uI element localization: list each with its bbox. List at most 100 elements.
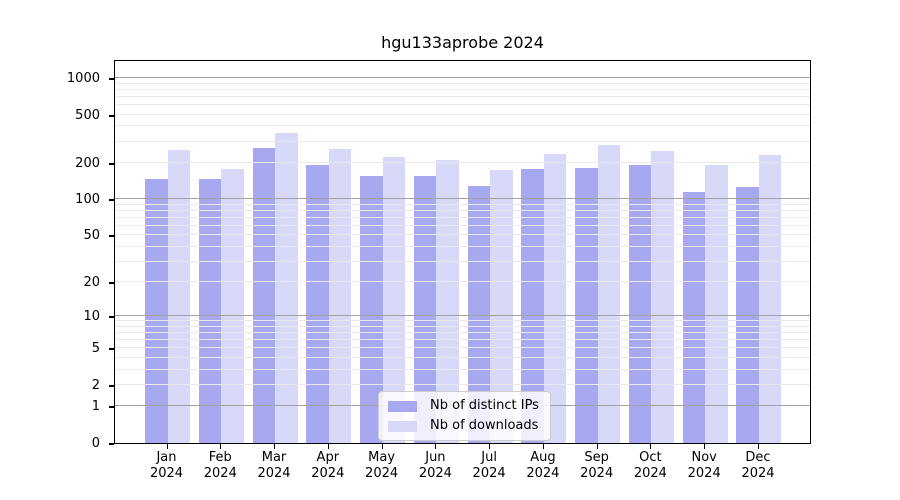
y-tick-0 — [109, 443, 114, 445]
gridline-minor-70 — [115, 216, 810, 218]
legend-swatch-distinct-ips — [388, 400, 417, 412]
bar-downloads-oct — [651, 151, 674, 443]
gridline-minor-4 — [115, 357, 810, 358]
x-tick-label-jun: Jun 2024 — [418, 450, 452, 482]
x-tick-feb — [220, 444, 222, 449]
y-tick-5 — [109, 348, 114, 351]
x-tick-label-may: May 2024 — [365, 450, 399, 482]
bar-downloads-aug — [543, 153, 567, 443]
bar-downloads-dec — [758, 155, 782, 443]
y-tick-1000 — [109, 78, 114, 80]
grid-layer — [115, 61, 810, 443]
gridline-minor-8 — [115, 325, 810, 327]
bar-downloads-jun — [436, 160, 459, 443]
x-tick-jul — [489, 444, 491, 449]
x-tick-may — [381, 444, 383, 449]
x-tick-label-sep: Sep 2024 — [580, 450, 614, 482]
x-tick-aug — [542, 444, 544, 449]
gridline-minor-40 — [115, 245, 810, 247]
gridline-minor-9 — [115, 320, 810, 322]
legend: Nb of distinct IPs Nb of downloads — [378, 391, 551, 441]
bar-downloads-jul — [490, 170, 513, 443]
y-tick-1 — [109, 406, 114, 409]
bar-ips-jan — [145, 178, 168, 443]
x-tick-mar — [274, 444, 275, 449]
x-tick-label-nov: Nov 2024 — [687, 450, 721, 482]
x-tick-label-feb: Feb 2024 — [203, 450, 237, 482]
gridline-major-10 — [115, 315, 810, 317]
gridline-minor-30 — [115, 260, 810, 262]
y-tick-label-50: 50 — [83, 228, 100, 244]
y-tick-label-0: 0 — [91, 436, 100, 451]
gridline-minor-3 — [115, 368, 810, 370]
y-tick-label-5: 5 — [91, 341, 100, 357]
gridline-minor-800 — [115, 88, 810, 90]
y-tick-label-20: 20 — [83, 275, 100, 291]
gridline-major-1000 — [115, 77, 810, 78]
gridline-minor-80 — [115, 209, 810, 211]
bar-ips-jun — [413, 176, 437, 443]
y-tick-label-1000: 1000 — [66, 71, 100, 86]
y-tick-500 — [109, 114, 114, 117]
bar-ips-nov — [682, 191, 706, 443]
gridline-minor-20 — [115, 281, 810, 283]
bar-downloads-sep — [597, 144, 621, 443]
y-tick-label-500: 500 — [75, 107, 100, 123]
y-tick-label-2: 2 — [91, 378, 100, 393]
y-tick-label-1: 1 — [91, 399, 100, 415]
gridline-minor-60 — [115, 224, 810, 226]
x-tick-label-jul: Jul 2024 — [472, 450, 506, 482]
x-tick-nov — [704, 444, 706, 449]
gridline-minor-300 — [115, 140, 810, 142]
gridline-minor-90 — [115, 203, 810, 205]
y-tick-200 — [109, 162, 114, 165]
bar-ips-aug — [521, 168, 544, 443]
y-tick-50 — [109, 235, 114, 238]
x-tick-label-oct: Oct 2024 — [633, 450, 667, 482]
x-tick-oct — [650, 444, 652, 449]
bar-ips-jul — [467, 185, 491, 443]
gridline-minor-200 — [115, 161, 810, 163]
plot-area: Nb of distinct IPs Nb of downloads — [114, 60, 811, 444]
x-tick-label-mar: Mar 2024 — [257, 450, 291, 482]
bar-ips-sep — [575, 168, 598, 443]
legend-swatch-downloads — [388, 420, 417, 432]
gridline-minor-2 — [115, 384, 810, 385]
gridline-minor-900 — [115, 82, 810, 84]
gridline-minor-400 — [115, 125, 810, 127]
y-tick-20 — [109, 282, 114, 285]
bar-ips-feb — [198, 178, 222, 443]
x-tick-label-dec: Dec 2024 — [741, 450, 775, 482]
bar-ips-dec — [736, 187, 759, 443]
y-tick-label-10: 10 — [83, 309, 100, 325]
x-tick-jan — [166, 444, 168, 449]
bar-downloads-may — [382, 157, 406, 443]
x-tick-label-apr: Apr 2024 — [311, 450, 345, 482]
x-tick-dec — [758, 444, 759, 449]
chart-title: hgu133aprobe 2024 — [381, 33, 544, 52]
gridline-minor-7 — [115, 332, 810, 334]
y-tick-10 — [109, 316, 114, 319]
bar-ips-may — [360, 175, 383, 443]
x-tick-label-jan: Jan 2024 — [149, 450, 184, 482]
gridline-minor-500 — [115, 113, 810, 115]
gridline-minor-600 — [115, 103, 810, 105]
legend-item-downloads: Nb of downloads — [388, 419, 539, 433]
legend-label-downloads: Nb of downloads — [430, 418, 539, 433]
gridline-minor-6 — [115, 339, 810, 341]
y-tick-2 — [109, 385, 114, 387]
y-tick-label-100: 100 — [75, 192, 100, 208]
x-tick-sep — [596, 444, 598, 449]
gridline-major-100 — [115, 198, 810, 200]
y-tick-label-200: 200 — [75, 155, 100, 171]
y-tick-100 — [109, 199, 114, 202]
bar-ips-apr — [306, 164, 329, 443]
x-tick-apr — [327, 444, 329, 449]
bar-downloads-feb — [221, 169, 244, 443]
gridline-minor-5 — [115, 347, 810, 349]
gridline-minor-50 — [115, 234, 810, 236]
legend-label-distinct-ips: Nb of distinct IPs — [430, 398, 539, 413]
legend-item-distinct-ips: Nb of distinct IPs — [388, 399, 539, 413]
gridline-minor-700 — [115, 95, 810, 97]
